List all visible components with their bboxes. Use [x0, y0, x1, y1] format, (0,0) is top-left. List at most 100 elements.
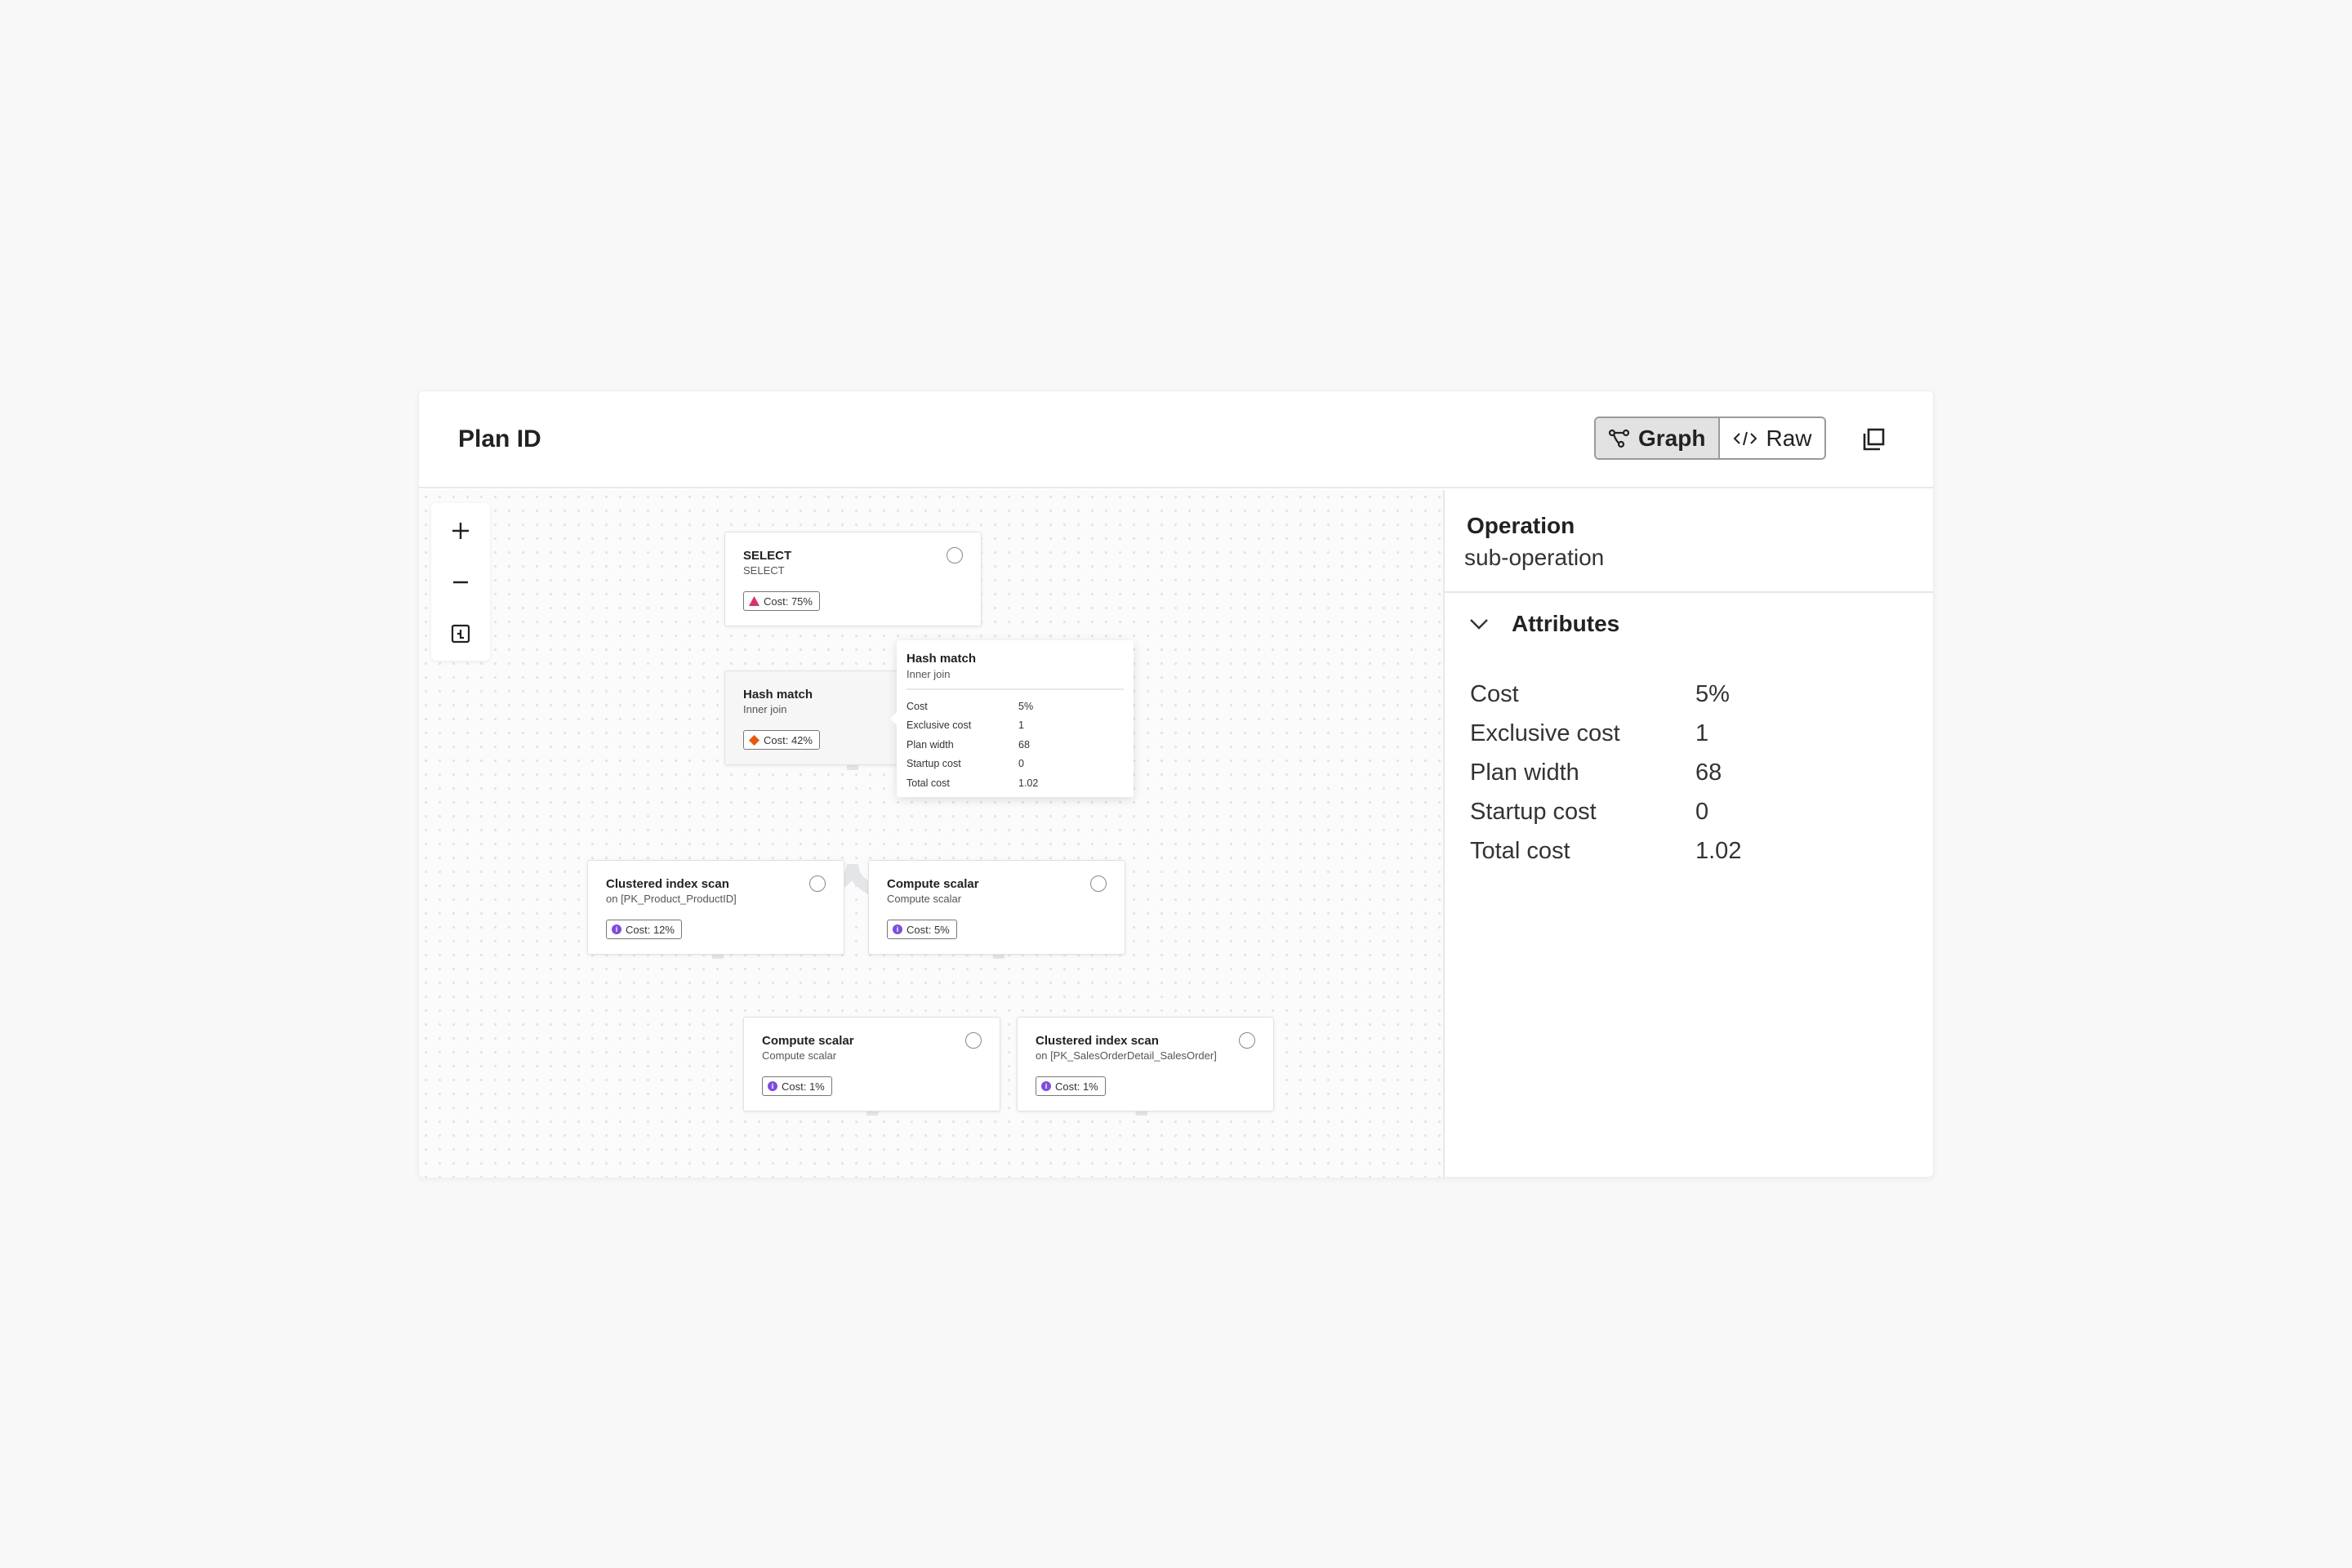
node-title: Clustered index scan: [1036, 1034, 1159, 1048]
attributes-heading: Attributes: [1512, 611, 1620, 636]
graph-icon: [1609, 429, 1630, 448]
node-clustered-index-scan[interactable]: Clustered index scan on [PK_Product_Prod…: [587, 860, 844, 955]
diamond-alert-icon: [749, 734, 760, 746]
node-select[interactable]: SELECT SELECT Cost: 75%: [724, 532, 982, 626]
node-title: SELECT: [743, 549, 792, 563]
details-sidebar: Operation sub-operation Attributes Cost 5…: [1445, 490, 1933, 1178]
tooltip-row: Exclusive cost 1: [906, 716, 1124, 736]
info-icon: i: [612, 924, 621, 934]
node-subtitle: Inner join: [743, 703, 787, 715]
tooltip-value: 68: [1018, 738, 1030, 751]
plus-icon: [452, 523, 469, 539]
info-icon: i: [768, 1081, 777, 1091]
node-title: Hash match: [743, 688, 813, 702]
view-toggle: Graph Raw: [1594, 416, 1827, 460]
attribute-value: 0: [1695, 798, 1709, 825]
attribute-row: Total cost 1.02: [1470, 831, 1741, 871]
attribute-key: Plan width: [1470, 759, 1579, 786]
tooltip-value: 5%: [1018, 700, 1034, 712]
cost-badge: i Cost: 1%: [762, 1076, 832, 1096]
info-icon: i: [1041, 1081, 1051, 1091]
cost-badge: Cost: 75%: [743, 591, 820, 611]
attribute-row: Plan width 68: [1470, 753, 1741, 792]
attribute-row: Cost 5%: [1470, 675, 1741, 714]
fit-view-icon: [451, 624, 470, 644]
attribute-value: 68: [1695, 759, 1722, 786]
attribute-value: 1: [1695, 719, 1709, 746]
attribute-key: Total cost: [1470, 837, 1570, 864]
cost-badge: i Cost: 12%: [606, 920, 682, 939]
cost-label: Cost: 5%: [906, 923, 950, 936]
node-select-radio[interactable]: [1090, 875, 1107, 892]
node-compute-scalar[interactable]: Compute scalar Compute scalar i Cost: 5%: [868, 860, 1125, 955]
node-compute-scalar[interactable]: Compute scalar Compute scalar i Cost: 1%: [743, 1017, 1000, 1111]
tooltip-key: Exclusive cost: [906, 719, 972, 732]
cost-label: Cost: 75%: [764, 595, 813, 608]
node-title: Clustered index scan: [606, 877, 729, 891]
tooltip-key: Total cost: [906, 777, 950, 789]
tooltip-subtitle: Inner join: [906, 668, 951, 680]
node-title: Compute scalar: [887, 877, 979, 891]
cost-badge: i Cost: 1%: [1036, 1076, 1106, 1096]
attribute-key: Exclusive cost: [1470, 719, 1620, 746]
tooltip-title: Hash match: [906, 652, 977, 666]
cost-label: Cost: 1%: [1055, 1080, 1098, 1093]
minus-icon: [453, 581, 468, 584]
tooltip-key: Plan width: [906, 738, 954, 751]
panel-divider: [1443, 490, 1445, 1178]
node-subtitle: SELECT: [743, 564, 785, 577]
node-select-radio[interactable]: [809, 875, 826, 892]
plan-panel: Plan ID Graph Raw SELECT: [418, 390, 1934, 1178]
tooltip-divider: [906, 688, 1124, 690]
attribute-row: Exclusive cost 1: [1470, 714, 1741, 753]
attribute-key: Startup cost: [1470, 798, 1597, 825]
tooltip-key: Startup cost: [906, 758, 961, 770]
tooltip-value: 1.02: [1018, 777, 1039, 789]
node-select-radio[interactable]: [947, 547, 963, 564]
cost-badge: Cost: 42%: [743, 730, 820, 750]
fit-view-button[interactable]: [431, 609, 490, 658]
zoom-in-button[interactable]: [431, 506, 490, 555]
warning-triangle-icon: [749, 596, 760, 606]
node-subtitle: Compute scalar: [887, 893, 962, 905]
zoom-out-button[interactable]: [431, 558, 490, 607]
raw-view-button[interactable]: Raw: [1720, 418, 1825, 458]
page-title: Plan ID: [458, 425, 541, 452]
attribute-value: 5%: [1695, 680, 1730, 707]
node-subtitle: Compute scalar: [762, 1049, 837, 1062]
tooltip-row: Startup cost 0: [906, 755, 1124, 774]
node-subtitle: on [PK_SalesOrderDetail_SalesOrder]: [1036, 1049, 1217, 1062]
graph-view-button[interactable]: Graph: [1596, 418, 1721, 458]
node-tooltip: Hash match Inner join Cost 5% Exclusive c…: [890, 640, 1134, 797]
tooltip-row: Total cost 1.02: [906, 773, 1124, 793]
node-clustered-index-scan[interactable]: Clustered index scan on [PK_SalesOrderDe…: [1017, 1017, 1274, 1111]
attribute-key: Cost: [1470, 680, 1519, 707]
tooltip-row: Cost 5%: [906, 697, 1124, 716]
chevron-down-icon: [1470, 619, 1488, 630]
section-divider: [1445, 591, 1933, 593]
copy-icon[interactable]: [1861, 427, 1886, 452]
node-title: Compute scalar: [762, 1034, 854, 1048]
cost-label: Cost: 1%: [782, 1080, 825, 1093]
attributes-list: Cost 5% Exclusive cost 1 Plan width 68 Star…: [1470, 675, 1741, 871]
graph-canvas[interactable]: SELECT SELECT Cost: 75% Hash match Inner…: [419, 490, 1443, 1178]
zoom-controls: [431, 503, 490, 661]
node-subtitle: on [PK_Product_ProductID]: [606, 893, 737, 905]
attributes-toggle[interactable]: Attributes: [1469, 611, 1619, 637]
sub-operation-label: sub-operation: [1464, 545, 1605, 570]
cost-label: Cost: 42%: [764, 733, 813, 746]
tooltip-value: 0: [1018, 758, 1024, 770]
tooltip-key: Cost: [906, 700, 928, 712]
cost-badge: i Cost: 5%: [887, 920, 957, 939]
node-select-radio[interactable]: [965, 1032, 982, 1049]
code-icon: [1734, 431, 1757, 445]
tooltip-value: 1: [1018, 719, 1024, 732]
panel-header: Plan ID Graph Raw: [419, 391, 1933, 488]
node-select-radio[interactable]: [1239, 1032, 1255, 1049]
raw-view-label: Raw: [1766, 425, 1812, 451]
info-icon: i: [893, 924, 902, 934]
attribute-value: 1.02: [1695, 837, 1742, 864]
cost-label: Cost: 12%: [626, 923, 675, 936]
operation-title: Operation: [1467, 513, 1575, 538]
attribute-row: Startup cost 0: [1470, 792, 1741, 831]
